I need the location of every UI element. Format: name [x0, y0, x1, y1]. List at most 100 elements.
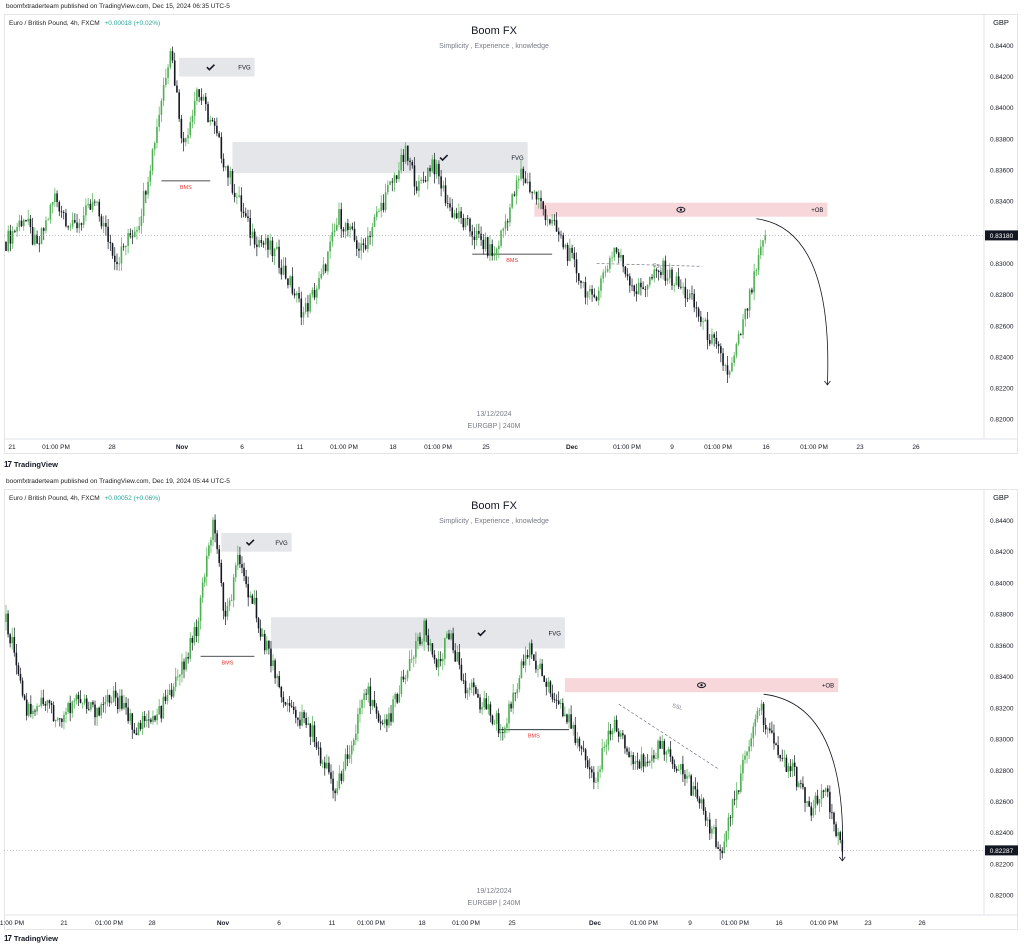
candle-body: [642, 287, 644, 290]
candle-body: [682, 286, 684, 288]
ssl-label: SSL: [671, 703, 683, 711]
candle-body: [462, 217, 465, 228]
time-tick-label: 23: [856, 444, 864, 451]
check-icon: [477, 629, 486, 637]
candle-body: [427, 635, 430, 646]
candle-body: [460, 664, 463, 680]
candle-body: [109, 241, 112, 244]
candle-body: [177, 676, 179, 678]
candle-body: [471, 231, 473, 237]
candle-body: [553, 219, 556, 221]
candle-body: [253, 231, 256, 245]
price-tick-label: 0.82800: [990, 292, 1014, 299]
candle-body: [38, 243, 41, 245]
candle-body: [597, 290, 600, 301]
candle-body: [531, 192, 533, 193]
candle-body: [255, 597, 258, 619]
price-tick-label: 0.82200: [990, 386, 1014, 393]
candle-body: [544, 209, 547, 221]
candle-body: [458, 652, 461, 665]
candle-body: [549, 219, 551, 224]
time-tick-label: 01:00 PM: [424, 444, 452, 451]
candle-body: [751, 289, 753, 293]
candle-body: [617, 731, 620, 737]
candle-body: [261, 633, 264, 637]
candle-body: [234, 565, 237, 578]
candle-body: [787, 766, 790, 772]
candle-body: [195, 627, 198, 637]
candle-body: [644, 289, 647, 290]
candle-body: [118, 263, 121, 265]
candle-body: [147, 181, 149, 195]
tradingview-logo-icon: 17: [4, 460, 12, 469]
candle-body: [54, 193, 56, 203]
candle-body: [694, 786, 697, 790]
time-tick-label: 28: [148, 920, 156, 927]
candle-body: [65, 711, 67, 715]
candle-body: [702, 321, 704, 323]
candle-body: [373, 216, 376, 227]
chart-panel-1: boomfxtraderteam published on TradingVie…: [4, 3, 1018, 469]
candle-body: [758, 710, 761, 712]
candle-body: [307, 723, 310, 725]
candle-body: [213, 121, 216, 126]
candle-body: [362, 243, 365, 246]
candle-body: [419, 636, 421, 645]
candle-body: [226, 605, 229, 617]
candle-body: [135, 733, 138, 735]
fvg-label: FVG: [549, 631, 562, 637]
time-tick-label: 01:00 PM: [810, 920, 838, 927]
candle-body: [270, 648, 272, 667]
candle-body: [413, 165, 416, 187]
candle-body: [693, 293, 695, 308]
fvg-label: FVG: [238, 66, 251, 72]
candle-body: [735, 790, 738, 800]
candle-body: [680, 764, 682, 770]
candle-body: [365, 693, 367, 695]
candle-body: [557, 700, 560, 704]
candle-body: [604, 271, 607, 273]
candle-body: [282, 697, 285, 703]
candle-body: [371, 226, 374, 238]
fvg-zone: [179, 57, 255, 77]
candle-body: [781, 758, 784, 759]
candle-body: [433, 654, 436, 660]
candle-body: [593, 772, 595, 783]
candle-body: [576, 738, 579, 743]
candle-body: [96, 707, 98, 718]
candle-body: [58, 202, 61, 212]
candlestick-chart[interactable]: GBP 0.84400 0.84200 0.84000 0.83800 0.83600 0.…: [0, 489, 1018, 930]
candle-body: [7, 613, 9, 635]
time-tick-label: 01:00 PM: [452, 920, 480, 927]
candle-body: [150, 719, 152, 722]
candle-body: [25, 699, 28, 716]
time-tick-label: Nov: [176, 444, 189, 451]
candle-body: [293, 293, 296, 296]
candle-body: [326, 762, 328, 769]
candle-body: [617, 252, 620, 258]
candle-body: [13, 636, 16, 653]
candle-body: [769, 728, 771, 731]
candle-body: [311, 725, 314, 737]
candle-body: [349, 226, 351, 231]
time-tick-label: 01:00 PM: [357, 920, 385, 927]
candle-body: [547, 681, 550, 687]
candle-body: [398, 693, 401, 703]
candle-body: [584, 749, 587, 761]
candle-body: [165, 77, 167, 85]
candle-body: [475, 231, 478, 240]
candle-body: [34, 234, 36, 245]
candle-body: [228, 600, 231, 606]
candle-body: [112, 690, 115, 702]
candle-body: [410, 658, 413, 660]
candle-body: [40, 228, 43, 244]
candle-body: [649, 277, 651, 285]
candle-body: [429, 643, 432, 646]
candle-body: [522, 168, 525, 179]
candle-body: [477, 693, 479, 698]
candlestick-chart[interactable]: GBP 0.84400 0.84200 0.84000 0.83800 0.83600 0.…: [4, 14, 1018, 454]
candle-body: [317, 747, 320, 749]
candle-body: [660, 272, 662, 276]
last-price-label: 0.83180: [990, 233, 1014, 240]
candle-body: [538, 197, 540, 200]
